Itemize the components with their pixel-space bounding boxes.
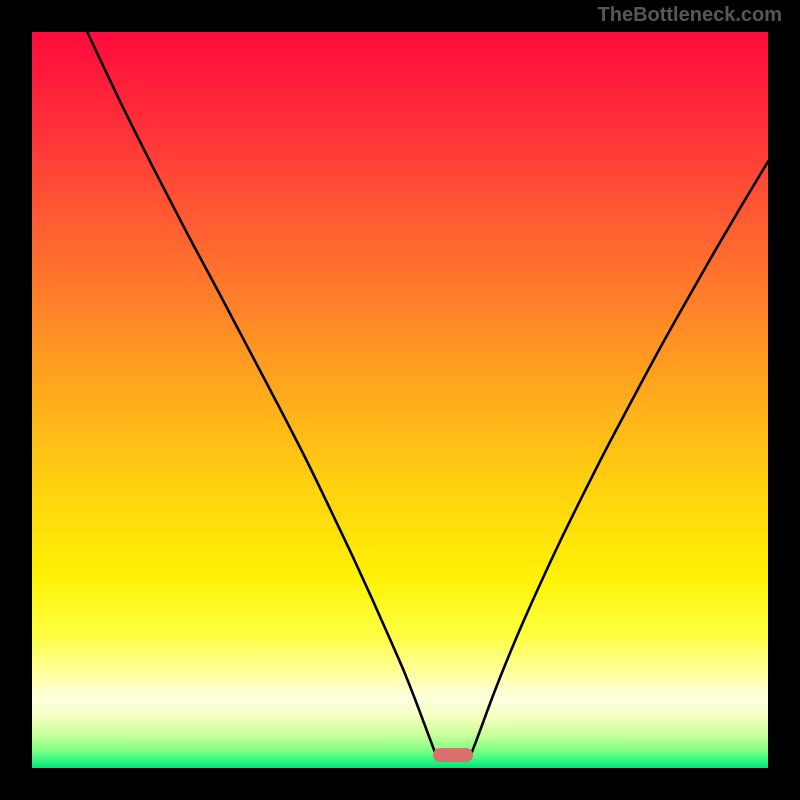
curve-left <box>87 32 435 753</box>
bottleneck-marker <box>433 748 473 762</box>
plot-area <box>32 32 768 768</box>
curve-right <box>471 162 768 754</box>
watermark-text: TheBottleneck.com <box>598 4 782 27</box>
curves-layer <box>32 32 768 768</box>
